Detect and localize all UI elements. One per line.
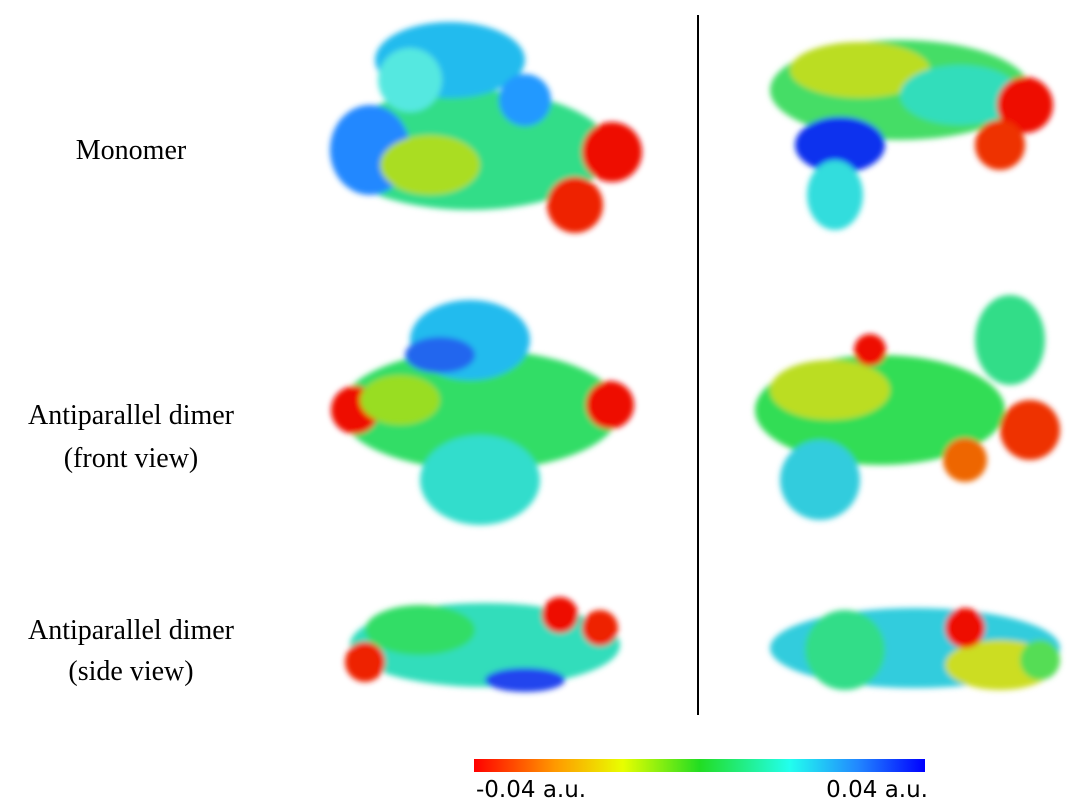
row-label: Monomer: [76, 135, 187, 166]
row-label: Antiparallel dimer: [28, 400, 235, 431]
surface-dimer-front-b: [755, 295, 1060, 520]
figure-canvas: Monomer Antiparallel dimer (front view) …: [0, 0, 1071, 801]
surface-monomer-a: [330, 22, 642, 233]
row-label: Antiparallel dimer: [28, 615, 235, 646]
row-label: (side view): [68, 656, 193, 687]
surface-dimer-side-a: [345, 597, 620, 692]
row-label: (front view): [64, 443, 199, 474]
colorbar-min-label: -0.04 a.u.: [476, 777, 586, 801]
colorbar-max-label: 0.04 a.u.: [826, 777, 928, 801]
colorbar: [474, 759, 925, 772]
surface-dimer-front-a: [331, 300, 634, 525]
surface-dimer-side-b: [770, 608, 1060, 690]
surface-monomer-b: [770, 40, 1053, 230]
figure: Monomer Antiparallel dimer (front view) …: [0, 0, 1071, 801]
